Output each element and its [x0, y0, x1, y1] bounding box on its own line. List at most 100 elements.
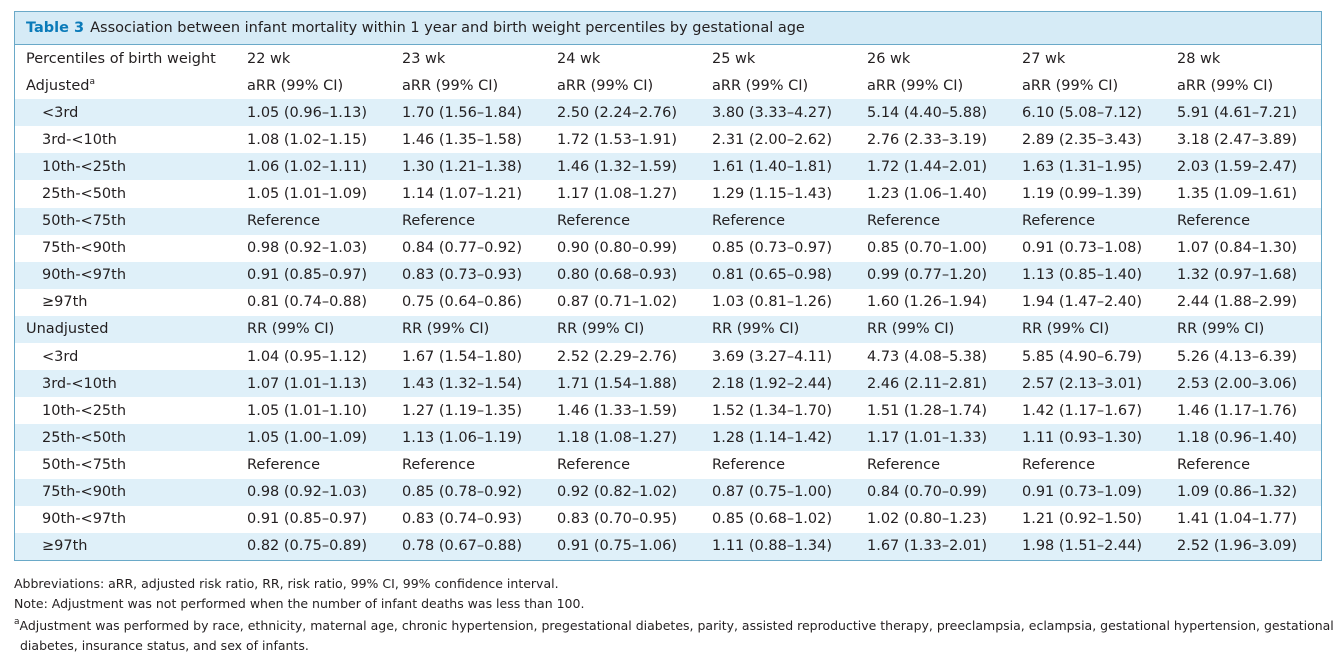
value-cell: 1.19 (0.99–1.39) [1022, 186, 1143, 203]
value-cell: 1.02 (0.80–1.23) [867, 511, 988, 528]
value-cell: 1.43 (1.32–1.54) [402, 370, 557, 398]
value-cell: 0.85 (0.70–1.00) [867, 240, 988, 257]
value-cell: 5.14 (4.40–5.88) [867, 99, 1022, 127]
table-number-label: Table 3 [26, 20, 85, 36]
value-cell: 0.84 (0.70–0.99) [867, 478, 1022, 506]
metric-label-cell: RR (99% CI) [867, 315, 1022, 344]
value-cell: 1.30 (1.21–1.38) [402, 153, 557, 181]
value-cell: 2.31 (2.00–2.62) [712, 131, 833, 148]
value-cell: 1.72 (1.53–1.91) [557, 131, 678, 148]
value-cell: 1.98 (1.51–2.44) [1022, 532, 1177, 560]
value-cell: 2.50 (2.24–2.76) [557, 99, 712, 127]
value-cell: 0.83 (0.74–0.93) [402, 511, 523, 528]
value-cell: 1.67 (1.33–2.01) [867, 532, 1022, 560]
value-cell: 1.35 (1.09–1.61) [1177, 186, 1298, 203]
metric-label-cell: RR (99% CI) [712, 315, 867, 344]
table-row: <3rd 1.04 (0.95–1.12) 1.67 (1.54–1.80) 2.52… [15, 343, 1321, 370]
value-cell: 1.94 (1.47–2.40) [1022, 294, 1143, 311]
value-cell: 0.80 (0.68–0.93) [557, 261, 712, 289]
footnote-a-text: Adjustment was performed by race, ethnic… [19, 618, 1334, 633]
value-cell: 0.83 (0.70–0.95) [557, 511, 678, 528]
section-header-row: Adjusteda aRR (99% CI) aRR (99% CI) aRR (99… [15, 72, 1321, 99]
value-cell: 0.82 (0.75–0.89) [247, 532, 402, 560]
section-title: Unadjusted [15, 315, 247, 344]
value-cell: Reference [712, 207, 867, 235]
footnote-abbreviations: Abbreviations: aRR, adjusted risk ratio,… [14, 576, 559, 591]
table-row: 75th-<90th 0.98 (0.92–1.03) 0.85 (0.78–0.9… [15, 478, 1321, 506]
value-cell: 0.75 (0.64–0.86) [402, 294, 523, 311]
value-cell: 2.52 (1.96–3.09) [1177, 532, 1321, 560]
percentile-label: 90th-<97th [15, 261, 247, 289]
value-cell: 0.91 (0.73–1.08) [1022, 240, 1143, 257]
value-cell: Reference [402, 456, 476, 473]
value-cell: 1.61 (1.40–1.81) [712, 153, 867, 181]
percentile-label: <3rd [15, 99, 247, 127]
value-cell: 1.23 (1.06–1.40) [867, 186, 988, 203]
value-cell: 1.67 (1.54–1.80) [402, 348, 523, 365]
metric-label-cell: aRR (99% CI) [1177, 77, 1274, 94]
table-row: 75th-<90th 0.98 (0.92–1.03) 0.84 (0.77–0.9… [15, 235, 1321, 262]
value-cell: 1.63 (1.31–1.95) [1022, 153, 1177, 181]
value-cell: 5.91 (4.61–7.21) [1177, 99, 1321, 127]
value-cell: 1.71 (1.54–1.88) [557, 370, 712, 398]
value-cell: 1.46 (1.32–1.59) [557, 153, 712, 181]
value-cell: 1.51 (1.28–1.74) [867, 402, 988, 419]
table-row: 50th-<75th Reference Reference Reference Ref… [15, 451, 1321, 478]
value-cell: Reference [1022, 456, 1096, 473]
value-cell: 0.91 (0.73–1.09) [1022, 478, 1177, 506]
value-cell: 2.03 (1.59–2.47) [1177, 153, 1321, 181]
value-cell: 2.18 (1.92–2.44) [712, 370, 867, 398]
value-cell: 1.42 (1.17–1.67) [1022, 402, 1143, 419]
table-row: 90th-<97th 0.91 (0.85–0.97) 0.83 (0.73–0.9… [15, 261, 1321, 289]
table-frame: Table 3 Association between infant morta… [14, 11, 1322, 561]
value-cell: 1.14 (1.07–1.21) [402, 186, 523, 203]
value-cell: 0.78 (0.67–0.88) [402, 532, 557, 560]
percentile-label: ≥97th [15, 532, 247, 560]
table-row: ≥97th 0.81 (0.74–0.88) 0.75 (0.64–0.86) 0.8… [15, 289, 1321, 316]
value-cell: 1.52 (1.34–1.70) [712, 402, 833, 419]
table-row: ≥97th 0.82 (0.75–0.89) 0.78 (0.67–0.88) 0.9… [15, 532, 1321, 560]
footnote-a-continued: diabetes, insurance status, and sex of i… [20, 637, 309, 653]
table-body: Adjusteda aRR (99% CI) aRR (99% CI) aRR (99… [15, 72, 1321, 560]
value-cell: Reference [247, 207, 402, 235]
percentile-label: 50th-<75th [15, 207, 247, 235]
table-row: 50th-<75th Reference Reference Reference Ref… [15, 207, 1321, 235]
header-week-cell: 28 wk [1177, 50, 1221, 67]
value-cell: 0.98 (0.92–1.03) [247, 478, 402, 506]
value-cell: 2.52 (2.29–2.76) [557, 348, 678, 365]
table-row: 25th-<50th 1.05 (1.01–1.09) 1.14 (1.07–1.2… [15, 180, 1321, 207]
metric-label-cell: RR (99% CI) [1177, 315, 1321, 344]
value-cell: 1.17 (1.01–1.33) [867, 424, 1022, 452]
value-cell: 1.46 (1.33–1.59) [557, 402, 678, 419]
table-caption: Table 3 Association between infant morta… [15, 12, 1321, 45]
value-cell: 0.85 (0.68–1.02) [712, 511, 833, 528]
value-cell: 5.85 (4.90–6.79) [1022, 348, 1143, 365]
value-cell: 1.46 (1.35–1.58) [402, 131, 523, 148]
table-row: 25th-<50th 1.05 (1.00–1.09) 1.13 (1.06–1.1… [15, 424, 1321, 452]
percentile-label: 90th-<97th [42, 511, 127, 528]
value-cell: 0.99 (0.77–1.20) [867, 261, 1022, 289]
value-cell: Reference [1177, 207, 1321, 235]
value-cell: 1.41 (1.04–1.77) [1177, 511, 1298, 528]
section-title: Adjusteda [15, 72, 247, 99]
metric-label-cell: aRR (99% CI) [712, 77, 809, 94]
value-cell: 4.73 (4.08–5.38) [867, 348, 988, 365]
value-cell: 1.09 (0.86–1.32) [1177, 478, 1321, 506]
value-cell: 1.46 (1.17–1.76) [1177, 402, 1298, 419]
value-cell: 1.05 (1.00–1.09) [247, 424, 402, 452]
value-cell: 0.91 (0.75–1.06) [557, 532, 712, 560]
value-cell: 1.03 (0.81–1.26) [712, 294, 833, 311]
value-cell: 2.57 (2.13–3.01) [1022, 370, 1177, 398]
value-cell: Reference [557, 207, 712, 235]
value-cell: 1.07 (0.84–1.30) [1177, 240, 1298, 257]
value-cell: Reference [867, 207, 1022, 235]
section-header-row: Unadjusted RR (99% CI) RR (99% CI) RR (99% … [15, 315, 1321, 344]
value-cell: 1.05 (0.96–1.13) [247, 99, 402, 127]
table-row: 10th-<25th 1.06 (1.02–1.11) 1.30 (1.21–1.3… [15, 153, 1321, 181]
value-cell: 1.18 (1.08–1.27) [557, 424, 712, 452]
percentile-label: 75th-<90th [15, 478, 247, 506]
value-cell: 1.13 (0.85–1.40) [1022, 261, 1177, 289]
header-row: Percentiles of birth weight 22 wk 23 wk … [15, 45, 1321, 72]
header-week-cell: 25 wk [712, 50, 756, 67]
value-cell: 3.69 (3.27–4.11) [712, 348, 833, 365]
